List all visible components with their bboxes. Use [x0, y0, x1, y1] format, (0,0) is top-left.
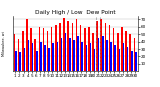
Bar: [26, 19, 28, 71]
Bar: [67, 21, 69, 71]
Bar: [131, 51, 132, 71]
Bar: [81, 42, 83, 71]
Bar: [34, 39, 36, 71]
Bar: [48, 48, 50, 71]
Bar: [57, 42, 58, 71]
Bar: [105, 23, 106, 71]
Bar: [110, 42, 112, 71]
Bar: [76, 19, 77, 71]
Bar: [43, 28, 44, 71]
Bar: [90, 43, 91, 71]
Bar: [69, 38, 71, 71]
Bar: [47, 31, 48, 71]
Bar: [36, 51, 37, 71]
Bar: [65, 33, 66, 71]
Bar: [127, 47, 128, 71]
Bar: [28, 40, 29, 71]
Bar: [109, 25, 110, 71]
Bar: [61, 38, 62, 71]
Bar: [30, 28, 32, 71]
Bar: [106, 40, 108, 71]
Bar: [72, 23, 73, 71]
Bar: [119, 49, 120, 71]
Bar: [19, 52, 21, 71]
Bar: [51, 27, 52, 71]
Bar: [135, 52, 137, 71]
Bar: [121, 27, 123, 71]
Bar: [32, 43, 33, 71]
Bar: [14, 34, 15, 71]
Bar: [117, 33, 119, 71]
Bar: [102, 36, 104, 71]
Bar: [88, 27, 90, 71]
Bar: [80, 25, 81, 71]
Bar: [125, 31, 127, 71]
Bar: [100, 19, 102, 71]
Bar: [92, 33, 94, 71]
Bar: [22, 31, 24, 71]
Bar: [55, 25, 57, 71]
Bar: [129, 34, 131, 71]
Bar: [94, 49, 95, 71]
Bar: [18, 39, 19, 71]
Bar: [24, 48, 25, 71]
Bar: [114, 45, 116, 71]
Bar: [86, 45, 87, 71]
Bar: [98, 38, 100, 71]
Text: Milwaukee, wi: Milwaukee, wi: [2, 31, 6, 56]
Bar: [73, 40, 75, 71]
Bar: [77, 36, 79, 71]
Bar: [113, 28, 114, 71]
Bar: [44, 45, 46, 71]
Bar: [96, 21, 98, 71]
Bar: [52, 43, 54, 71]
Bar: [40, 42, 42, 71]
Bar: [63, 18, 65, 71]
Bar: [15, 51, 17, 71]
Bar: [59, 23, 61, 71]
Bar: [84, 28, 86, 71]
Bar: [39, 27, 40, 71]
Bar: [134, 38, 135, 71]
Bar: [123, 43, 124, 71]
Title: Daily High / Low  Dew Point: Daily High / Low Dew Point: [35, 10, 116, 15]
